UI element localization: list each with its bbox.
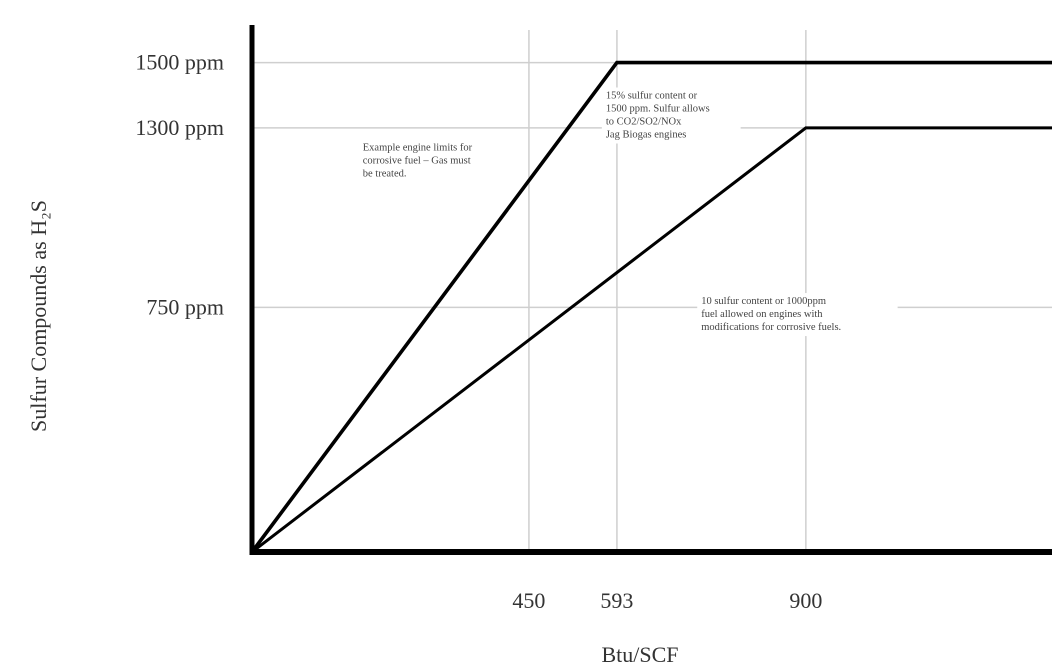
annotation-upper-right: 15% sulfur content or 1500 ppm. Sulfur al…: [601, 87, 741, 144]
annotation-line: be treated.: [363, 169, 407, 180]
annotation-line: to CO2/SO2/NOx: [606, 117, 682, 128]
annotation-line: corrosive fuel – Gas must: [363, 156, 471, 167]
annotation-line: Jag Biogas engines: [606, 130, 687, 141]
x-axis-title: Btu/SCF: [601, 642, 678, 667]
series-line: [251, 126, 1052, 554]
annotation-line: 15% sulfur content or: [606, 91, 698, 102]
annotation-line: modifications for corrosive fuels.: [701, 322, 841, 333]
series-layer: [250, 60, 1052, 554]
annotation-line: Example engine limits for: [363, 143, 473, 154]
y-tick-label: 1300 ppm: [135, 115, 224, 140]
y-tick-label: 750 ppm: [146, 294, 224, 319]
x-tick-label: 593: [600, 588, 633, 613]
y-axis-title: Sulfur Compounds as H₂S: [26, 200, 51, 432]
y-tick-label: 1500 ppm: [135, 50, 224, 75]
annotation-background: [358, 139, 509, 183]
annotation-lower-right: 10 sulfur content or 1000ppm fuel allowed…: [697, 293, 898, 337]
x-tick-label: 450: [512, 588, 545, 613]
annotation-line: 1500 ppm. Sulfur allows: [606, 104, 710, 115]
annotation-line: 10 sulfur content or 1000ppm: [701, 296, 826, 307]
x-tick-label: 900: [789, 588, 822, 613]
annotation-line: fuel allowed on engines with: [701, 309, 823, 320]
annotations: Example engine limits for corrosive fuel …: [358, 87, 898, 337]
axes-layer: [249, 25, 1052, 555]
annotation-upper-left: Example engine limits for corrosive fuel …: [358, 139, 509, 183]
annotation-background: [697, 293, 898, 337]
annotation-background: [601, 87, 741, 144]
tick-labels: 1500 ppm 1300 ppm 750 ppm 450 593 900: [135, 50, 822, 613]
series-line: [250, 60, 1052, 554]
